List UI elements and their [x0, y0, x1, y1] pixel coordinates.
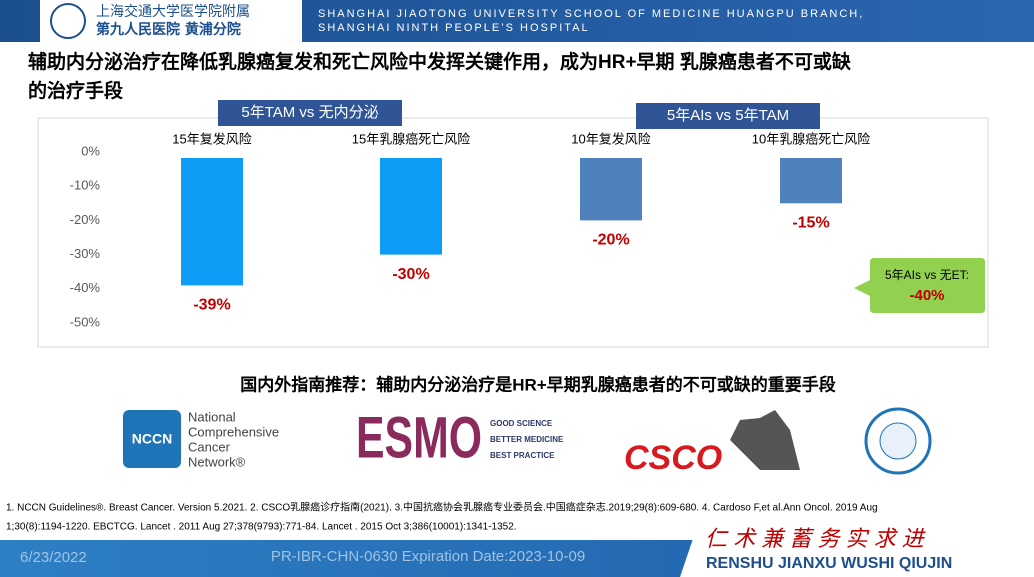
- nccn-mark: NCCN: [132, 431, 172, 447]
- title-line: 的治疗手段: [28, 79, 124, 102]
- esmo-motto: GOOD SCIENCE: [490, 419, 553, 428]
- y-tick-label: -30%: [70, 246, 101, 261]
- category-label: 15年乳腺癌死亡风险: [352, 131, 470, 146]
- value-label: -30%: [392, 266, 429, 283]
- hospital-emblem: [50, 3, 86, 39]
- reference: 1;30(8):1194-1220. EBCTCG. Lancet . 2011…: [6, 522, 517, 533]
- y-tick-label: -40%: [70, 280, 101, 295]
- y-tick-label: -50%: [70, 314, 101, 329]
- english-line2: SHANGHAI NINTH PEOPLE’S HOSPITAL: [318, 22, 590, 34]
- footer-motto-area: [680, 518, 1034, 577]
- y-tick-label: 0%: [81, 143, 100, 158]
- y-tick-label: -10%: [70, 178, 101, 193]
- callout: [854, 258, 985, 313]
- chart: 0% -10% -20% -30% -40% -50% 15年复发风险 -39% 15年乳腺癌死…: [70, 131, 871, 329]
- group-label: 5年AIs vs 5年TAM: [667, 107, 789, 124]
- csco-wall: [730, 410, 800, 470]
- callout-value: -40%: [909, 287, 944, 304]
- footer-motto-en: RENSHU JIANXU WUSHI QIUJIN: [706, 555, 952, 572]
- esmo-motto: BEST PRACTICE: [490, 451, 555, 460]
- esmo-mark: ESMO: [356, 405, 482, 470]
- group-label: 5年TAM vs 无内分泌: [241, 104, 378, 121]
- value-label: -20%: [592, 232, 629, 249]
- callout-text: 5年AIs vs 无ET:: [885, 268, 969, 282]
- csco-mark: CSCO: [624, 439, 722, 477]
- y-tick-label: -20%: [70, 212, 101, 227]
- nccn-logo: [123, 410, 181, 468]
- nccn-name: Cancer: [188, 439, 231, 454]
- nccn-name: Comprehensive: [188, 424, 279, 439]
- logo-line2: 第九人民医院 黄浦分院: [96, 21, 241, 38]
- guideline: 国内外指南推荐：辅助内分泌治疗是HR+早期乳腺癌患者的不可或缺的重要手段: [240, 374, 835, 394]
- esmo-motto: BETTER MEDICINE: [490, 435, 564, 444]
- logo-area: [40, 0, 302, 42]
- bar: [380, 158, 442, 255]
- category-label: 15年复发风险: [172, 131, 251, 146]
- chart-frame: [37, 117, 989, 348]
- value-label: -15%: [792, 215, 829, 232]
- footer-motto-cn: 仁 术 兼 蓄 务 实 求 进: [705, 526, 926, 551]
- bar: [580, 158, 642, 221]
- category-label: 10年复发风险: [571, 131, 650, 146]
- footer-date: 6/23/2022: [20, 549, 87, 566]
- title-line: 辅助内分泌治疗在降低乳腺癌复发和死亡风险中发挥关键作用，成为HR+早期 乳腺癌患…: [28, 50, 852, 73]
- value-label: -39%: [193, 297, 230, 314]
- caca-logo-inner: [879, 422, 917, 460]
- group-label-box: [218, 100, 402, 126]
- nccn-name: National: [188, 409, 236, 424]
- bar: [780, 158, 842, 204]
- group-label-box: [636, 103, 820, 129]
- english-line1: SHANGHAI JIAOTONG UNIVERSITY SCHOOL OF M…: [318, 8, 864, 20]
- footer-code: PR-IBR-CHN-0630 Expiration Date:2023-10-…: [271, 548, 585, 565]
- category-label: 10年乳腺癌死亡风险: [752, 131, 870, 146]
- reference: 1. NCCN Guidelines®. Breast Cancer. Vers…: [6, 501, 878, 514]
- nccn-name: Network®: [188, 454, 246, 469]
- logo-line1: 上海交通大学医学院附属: [96, 3, 250, 20]
- bar: [181, 158, 243, 286]
